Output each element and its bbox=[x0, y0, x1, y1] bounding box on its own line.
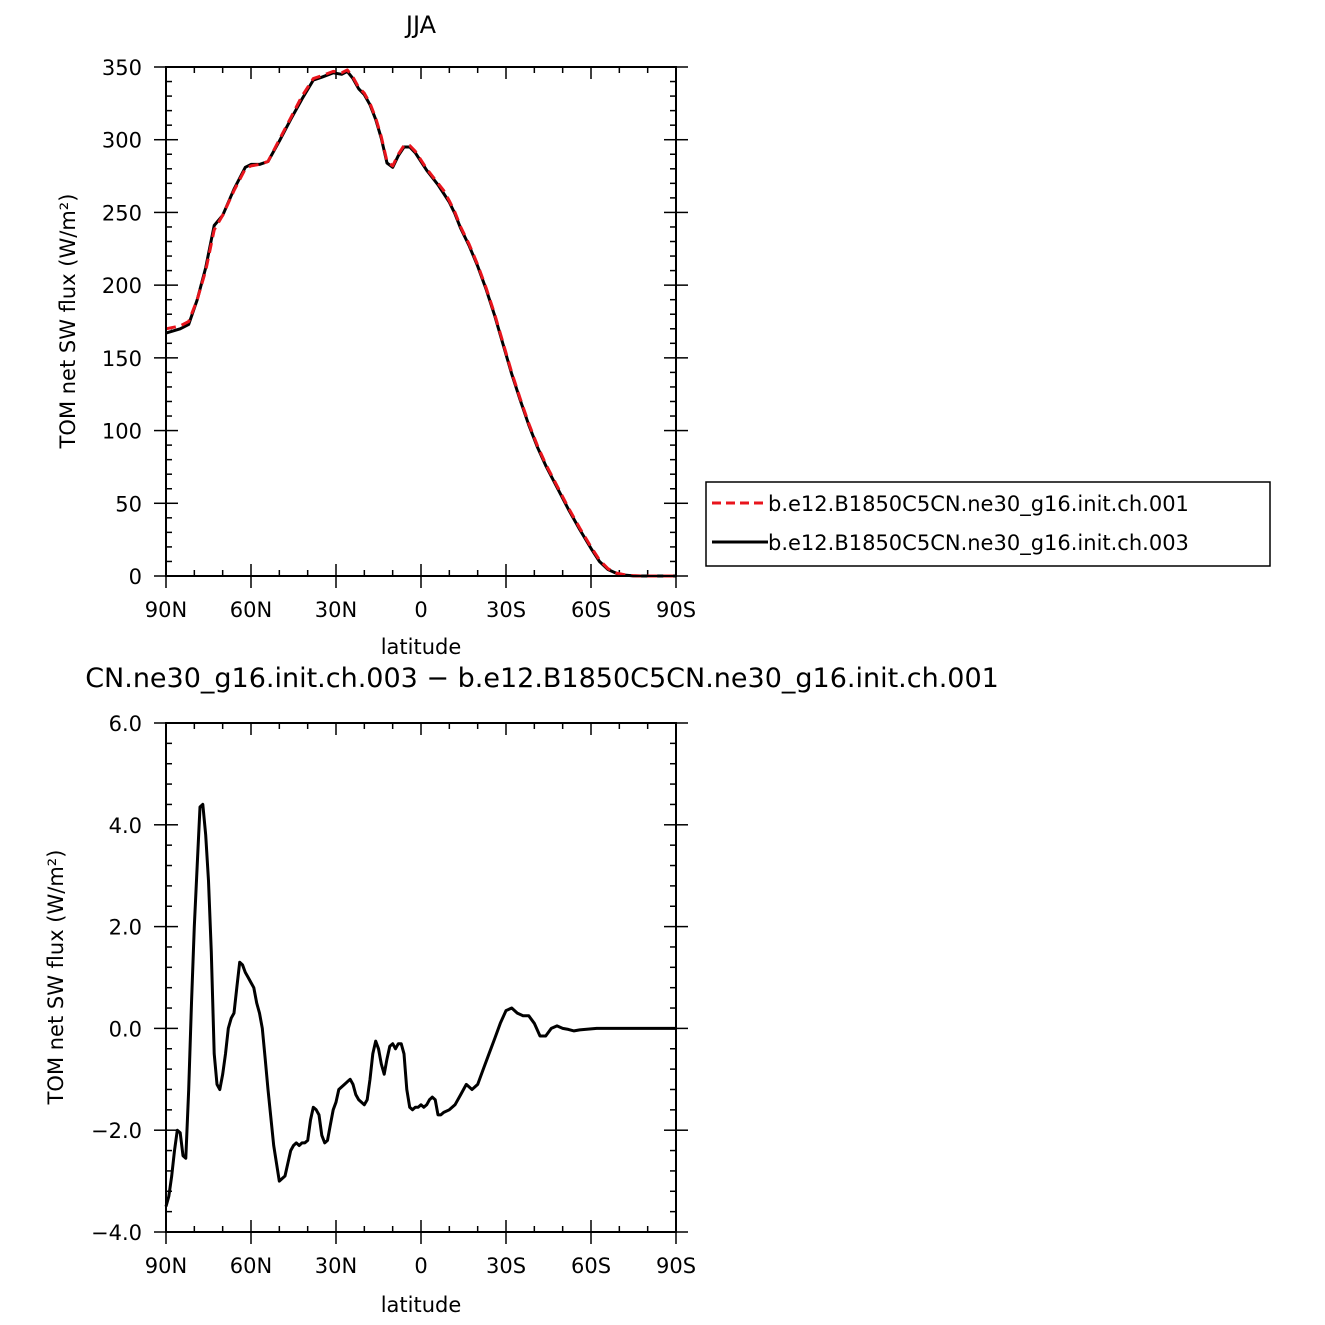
top-chart-title: JJA bbox=[404, 11, 437, 39]
bottom-chart-y-tick-label: 4.0 bbox=[109, 814, 142, 838]
bottom-chart-xlabel: latitude bbox=[381, 1293, 462, 1317]
top-chart-y-tick-label: 250 bbox=[102, 201, 142, 225]
top-chart-x-tick-label: 60S bbox=[571, 598, 611, 622]
legend-label-series-001: b.e12.B1850C5CN.ne30_g16.init.ch.001 bbox=[768, 492, 1189, 517]
bottom-chart-y-tick-label: 6.0 bbox=[109, 712, 142, 736]
bottom-chart: CN.ne30_g16.init.ch.003 − b.e12.B1850C5C… bbox=[44, 663, 999, 1317]
top-chart-x-tick-label: 0 bbox=[414, 598, 427, 622]
bottom-chart-x-tick-label: 60S bbox=[571, 1254, 611, 1278]
bottom-chart-frame bbox=[165, 722, 677, 1233]
legend: b.e12.B1850C5CN.ne30_g16.init.ch.001 b.e… bbox=[705, 481, 1271, 567]
top-chart-xlabel: latitude bbox=[381, 635, 462, 659]
top-chart-ylabel: TOM net SW flux (W/m²) bbox=[56, 194, 80, 450]
top-chart-x-tick-label: 30N bbox=[315, 598, 357, 622]
top-chart-frame bbox=[165, 66, 677, 577]
bottom-chart-x-tick-label: 60N bbox=[230, 1254, 272, 1278]
top-chart-y-tick-label: 350 bbox=[102, 56, 142, 80]
top-chart-series bbox=[165, 68, 676, 578]
top-chart-x-tick-label: 90N bbox=[145, 598, 187, 622]
bottom-chart-ylabel: TOM net SW flux (W/m²) bbox=[44, 850, 68, 1106]
top-chart-series-line bbox=[165, 69, 676, 578]
bottom-chart-y-tick-label: 0.0 bbox=[109, 1017, 142, 1041]
bottom-chart-x-tick-label: 30S bbox=[486, 1254, 526, 1278]
bottom-chart-x-tick-label: 90N bbox=[145, 1254, 187, 1278]
top-chart-x-tick-label: 30S bbox=[486, 598, 526, 622]
legend-box bbox=[705, 481, 1271, 567]
top-chart-y-tick-label: 100 bbox=[102, 420, 142, 444]
bottom-chart-y-tick-label: 2.0 bbox=[109, 916, 142, 940]
top-chart-ticks: 90N 60N 30N 0 30S 60S 90S 0 50 100 150 200 250 300 350 bbox=[102, 56, 696, 622]
legend-label-series-003: b.e12.B1850C5CN.ne30_g16.init.ch.003 bbox=[768, 531, 1189, 556]
top-chart-y-tick-label: 50 bbox=[115, 492, 142, 516]
top-chart-y-tick-label: 200 bbox=[102, 274, 142, 298]
top-chart-x-tick-label: 60N bbox=[230, 598, 272, 622]
bottom-chart-title: CN.ne30_g16.init.ch.003 − b.e12.B1850C5C… bbox=[85, 663, 999, 694]
top-chart: JJA TOM net SW flux (W/m²) latitude 90N 6… bbox=[56, 11, 1271, 659]
bottom-chart-x-tick-label: 30N bbox=[315, 1254, 357, 1278]
top-chart-y-tick-label: 300 bbox=[102, 129, 142, 153]
top-chart-series-line bbox=[165, 68, 676, 578]
bottom-chart-y-tick-label: −4.0 bbox=[91, 1221, 142, 1245]
top-chart-x-tick-label: 90S bbox=[656, 598, 696, 622]
top-chart-y-tick-label: 150 bbox=[102, 347, 142, 371]
top-chart-y-tick-label: 0 bbox=[129, 565, 142, 589]
bottom-chart-y-tick-label: −2.0 bbox=[91, 1119, 142, 1143]
bottom-chart-x-tick-label: 90S bbox=[656, 1254, 696, 1278]
bottom-chart-ticks: 90N 60N 30N 0 30S 60S 90S −4.0 −2.0 0.0 2.0 4.0 6.0 bbox=[91, 712, 696, 1278]
bottom-chart-series bbox=[164, 802, 676, 1207]
bottom-chart-series-line bbox=[164, 802, 676, 1207]
bottom-chart-x-tick-label: 0 bbox=[414, 1254, 427, 1278]
